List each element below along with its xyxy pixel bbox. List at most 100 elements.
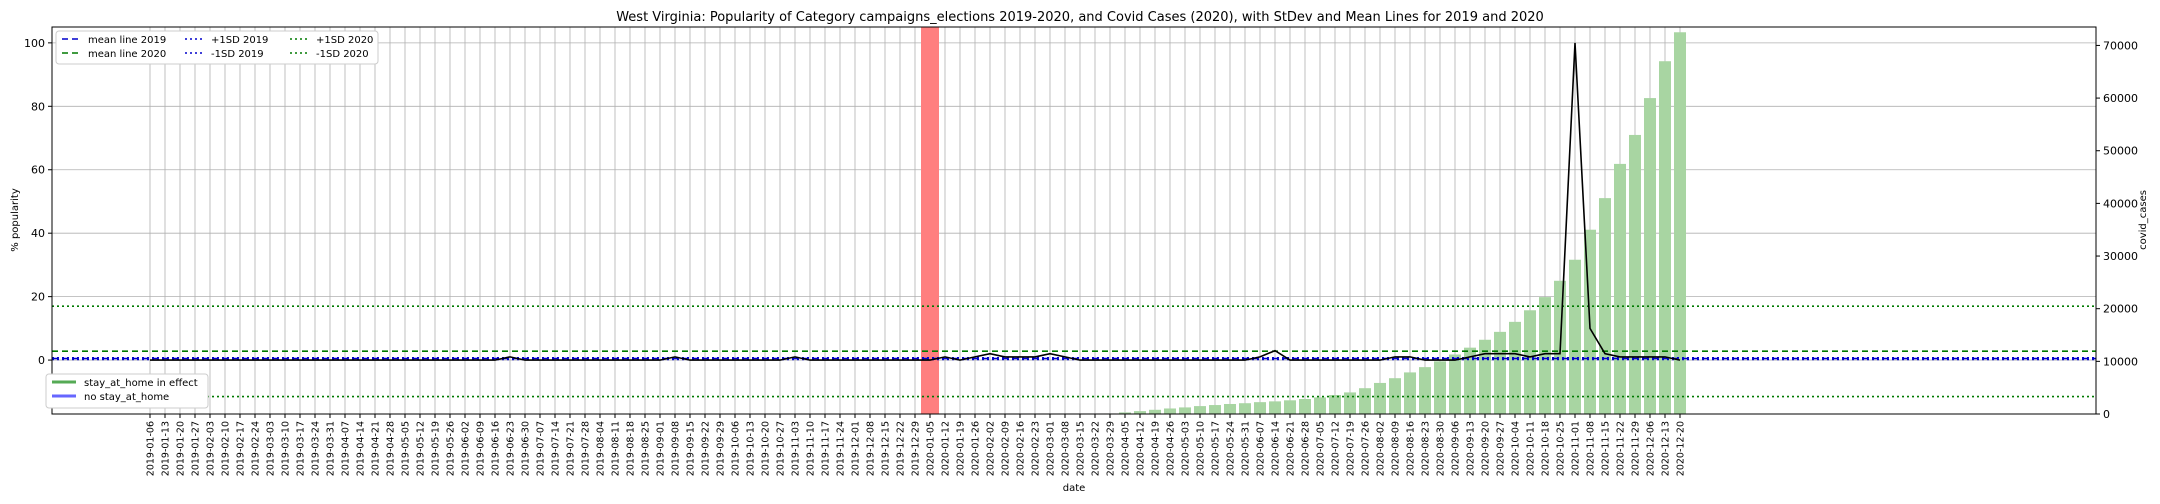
x-tick-label: 2019-12-29 [911,421,922,476]
x-tick-label: 2020-07-19 [1346,421,1357,476]
y2-tick-label: 0 [2103,408,2110,421]
x-tick-label: 2019-12-01 [851,421,862,476]
x-tick-label: 2019-01-06 [146,421,157,476]
covid-bar [1299,398,1311,414]
x-tick-label: 2019-09-15 [686,421,697,476]
chart-title: West Virginia: Popularity of Category ca… [616,10,1544,25]
covid-bar [1599,198,1611,414]
x-tick-label: 2019-02-10 [221,421,232,476]
x-tick-label: 2020-03-08 [1061,421,1072,476]
x-tick-label: 2019-08-04 [596,421,607,476]
x-tick-label: 2019-11-24 [836,421,847,476]
covid-bar [1179,407,1191,414]
bars-layer [1089,32,1686,415]
x-tick-label: 2019-09-29 [716,421,727,476]
x-tick-label: 2019-10-20 [761,421,772,476]
covid-bar [1359,388,1371,414]
x-tick-label: 2020-10-04 [1511,421,1522,476]
x-tick-label: 2020-09-13 [1466,421,1477,476]
x-tick-label: 2019-12-15 [881,421,892,476]
x-tick-label: 2019-04-07 [341,421,352,476]
x-tick-label: 2020-05-17 [1211,421,1222,476]
x-tick-label: 2020-04-26 [1166,421,1177,476]
legend-top-box [55,30,379,65]
x-tick-label: 2020-11-22 [1616,421,1627,476]
x-tick-label: 2019-03-03 [266,421,277,476]
x-tick-label: 2020-03-01 [1046,421,1057,476]
covid-bar [1314,397,1326,414]
x-tick-label: 2019-01-27 [191,421,202,476]
x-tick-label: 2019-03-31 [326,421,337,476]
covid-bar [1539,297,1551,414]
x-tick-label: 2019-06-23 [506,421,517,476]
x-tick-label: 2019-05-05 [401,421,412,476]
x-tick-label: 2019-01-20 [176,421,187,476]
x-tick-label: 2019-11-10 [806,421,817,476]
x-tick-label: 2020-04-19 [1151,421,1162,476]
x-tick-label: 2020-04-05 [1121,421,1132,476]
covid-bar [1329,395,1341,414]
x-tick-label: 2019-04-21 [371,421,382,476]
x-tick-label: 2020-10-18 [1541,421,1552,476]
x-tick-label: 2020-11-29 [1631,421,1642,476]
covid-bar [1449,354,1461,414]
popularity-line [150,42,1681,361]
x-tick-label: 2020-01-26 [971,421,982,476]
x-tick-label: 2020-06-14 [1271,421,1282,476]
grid-layer [52,27,2096,414]
x-tick-label: 2019-02-03 [206,421,217,476]
legend-top-label: -1SD 2020 [316,49,369,60]
x-tick-label: 2020-02-23 [1031,421,1042,476]
x-tick-label: 2020-08-02 [1376,421,1387,476]
x-tick-label: 2020-05-03 [1181,421,1192,476]
covid-bar [1419,367,1431,414]
x-tick-label: 2019-07-07 [536,421,547,476]
y2-tick-label: 50000 [2103,145,2138,158]
covid-bar [1389,378,1401,414]
x-tick-label: 2020-02-09 [1001,421,1012,476]
x-tick-label: 2020-11-08 [1586,421,1597,476]
covid-bar [1269,401,1281,414]
x-tick-label: 2020-08-23 [1421,421,1432,476]
covid-bar [1644,98,1656,414]
plot-frame [51,26,2097,415]
x-tick-label: 2020-12-13 [1661,421,1672,476]
x-tick-label: 2020-08-16 [1406,421,1417,476]
x-tick-label: 2020-02-02 [986,421,997,476]
x-tick-label: 2020-01-19 [956,421,967,476]
x-tick-label: 2020-04-12 [1136,421,1147,476]
x-tick-label: 2020-07-26 [1361,421,1372,476]
legend-bottom: stay_at_home in effect no stay_at_home [45,373,209,409]
x-tick-label: 2019-02-24 [251,421,262,476]
covid-bar [1224,403,1236,414]
x-tick-label: 2019-03-17 [296,421,307,476]
covid-bar [1629,134,1641,414]
x-tick-label: 2020-02-16 [1016,421,1027,476]
y2-tick-label: 10000 [2103,355,2138,368]
refline-layer [52,305,2096,398]
x-tick-label: 2019-06-30 [521,421,532,476]
covid-bar [1509,321,1521,414]
x-tick-label: 2019-09-22 [701,421,712,476]
covid-bar [1254,402,1266,414]
y-axis-label: % popularity [10,188,21,252]
x-tick-label: 2019-06-02 [461,421,472,476]
x-tick-label: 2019-09-01 [656,421,667,476]
x-tick-label: 2019-03-10 [281,421,292,476]
y-tick-label: 80 [31,100,45,113]
x-tick-label: 2019-05-26 [446,421,457,476]
x-tick-label: 2019-10-13 [746,421,757,476]
y-tick-label: 0 [38,354,45,367]
x-tick-label: 2019-08-11 [611,421,622,476]
x-tick-label: 2020-05-31 [1241,421,1252,476]
x-tick-label: 2020-12-20 [1676,421,1687,476]
line-layer [150,42,1681,361]
y2-tick-label: 40000 [2103,197,2138,210]
y2-axis-label: covid_cases [2138,190,2149,250]
covid-bar [1464,347,1476,414]
legend-top-label: mean line 2020 [88,49,166,60]
x-tick-label: 2020-08-09 [1391,421,1402,476]
x-tick-label: 2019-09-08 [671,421,682,476]
x-tick-label: 2019-03-24 [311,421,322,476]
x-tick-label: 2019-12-22 [896,421,907,476]
